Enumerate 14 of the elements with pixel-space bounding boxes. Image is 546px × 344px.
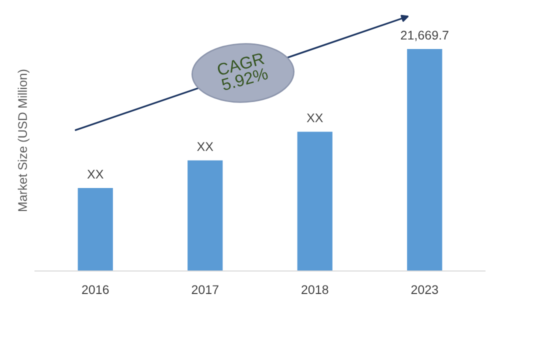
x-tick-label: 2018 [302, 285, 328, 294]
bar [188, 160, 223, 271]
bar [78, 188, 113, 271]
bar [407, 49, 442, 271]
x-tick-label: 2017 [192, 285, 218, 294]
bar [297, 132, 332, 271]
data-label: XX [197, 142, 214, 151]
x-tick-label: 2016 [82, 285, 109, 294]
data-label: 21,669.7 [400, 30, 448, 42]
data-label: XX [306, 114, 323, 122]
y-axis-title: Market Size (USD Million) [18, 70, 30, 212]
annotation: CAGR 5.92% [216, 52, 268, 91]
x-tick-label: 2023 [411, 285, 438, 294]
data-label: XX [87, 170, 104, 178]
